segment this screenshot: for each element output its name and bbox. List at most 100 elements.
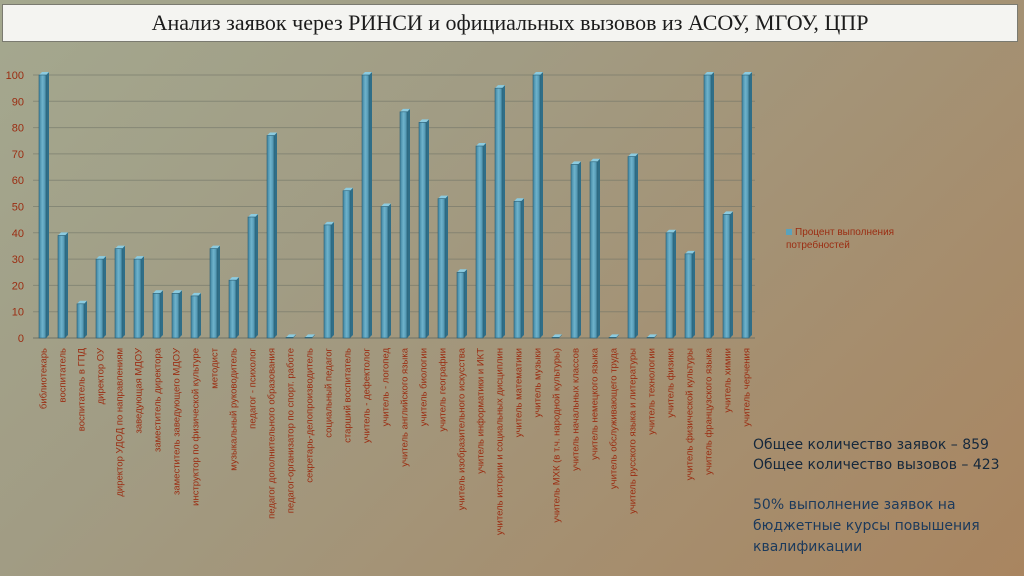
bar bbox=[551, 334, 562, 339]
y-tick-label: 0 bbox=[18, 333, 24, 345]
legend-label: Процент выполнения потребностей bbox=[786, 227, 895, 251]
bar bbox=[171, 290, 182, 339]
x-tick-label: учитель информатики и ИКТ bbox=[476, 348, 487, 474]
bar bbox=[152, 290, 163, 339]
bar bbox=[513, 198, 524, 339]
x-tick-label: музыкальный руководитель bbox=[229, 348, 240, 471]
bar bbox=[209, 245, 220, 339]
bar bbox=[114, 245, 125, 339]
bar bbox=[95, 256, 106, 339]
x-tick-label: старший воспитатель bbox=[343, 348, 354, 443]
bar bbox=[418, 119, 429, 339]
x-tick-label: учитель немецкого языка bbox=[590, 347, 601, 460]
bar bbox=[76, 300, 87, 339]
bar bbox=[190, 292, 201, 339]
y-tick-label: 30 bbox=[12, 254, 24, 266]
bar bbox=[323, 221, 334, 339]
bar bbox=[570, 161, 581, 339]
x-tick-label: заведующая МДОУ bbox=[134, 347, 145, 433]
x-axis-labels: библиотекарь воспитатель воспитатель в ГПД… bbox=[39, 347, 753, 535]
slide-title-bar: Анализ заявок через РИНСИ и официальных … bbox=[2, 4, 1018, 42]
bar bbox=[703, 72, 714, 339]
bars bbox=[38, 72, 752, 339]
bar bbox=[722, 211, 733, 339]
x-tick-label: секретарь-делопроизводитель bbox=[305, 348, 316, 483]
y-tick-label: 80 bbox=[12, 123, 24, 135]
legend-swatch bbox=[786, 229, 792, 236]
total-requests: Общее количество заявок – 859 bbox=[753, 437, 989, 453]
x-tick-label: инструктор по физической культуре bbox=[191, 348, 202, 506]
bar bbox=[247, 214, 258, 339]
x-tick-label: воспитатель bbox=[58, 348, 69, 402]
x-tick-label: учитель МХК (в т.ч. народной культуры) bbox=[552, 348, 563, 523]
x-tick-label: учитель изобразительного искусства bbox=[457, 347, 468, 510]
bar bbox=[589, 158, 600, 339]
bar-chart: 0 10 20 30 40 50 60 70 80 90 100 библиотекарь воспи… bbox=[6, 70, 755, 535]
bar bbox=[361, 72, 372, 339]
bar bbox=[266, 132, 277, 339]
x-tick-label: педагог дополнительного образования bbox=[267, 348, 278, 519]
bar bbox=[304, 334, 315, 339]
total-calls: Общее количество вызовов – 423 bbox=[753, 457, 1000, 473]
bar bbox=[627, 153, 638, 339]
bar bbox=[665, 229, 676, 339]
y-tick-label: 60 bbox=[12, 175, 24, 187]
y-tick-label: 70 bbox=[12, 149, 24, 161]
bar bbox=[608, 334, 619, 339]
y-tick-label: 10 bbox=[12, 307, 24, 319]
x-tick-label: педагог - психолог bbox=[248, 347, 259, 428]
x-tick-label: директор ОУ bbox=[96, 347, 107, 404]
y-tick-label: 40 bbox=[12, 228, 24, 240]
bar bbox=[532, 72, 543, 339]
bar bbox=[228, 277, 239, 339]
bar bbox=[741, 72, 752, 339]
x-tick-label: воспитатель в ГПД bbox=[77, 347, 88, 431]
y-tick-label: 100 bbox=[6, 70, 24, 82]
bar bbox=[456, 269, 467, 339]
y-axis-ticks: 0 10 20 30 40 50 60 70 80 90 100 bbox=[6, 70, 24, 345]
chart-legend: Процент выполнения потребностей bbox=[786, 226, 896, 252]
x-tick-label: учитель русского языка и литературы bbox=[628, 348, 639, 514]
bar bbox=[684, 250, 695, 339]
x-tick-label: директор УДОД по направлениям bbox=[115, 348, 126, 497]
x-tick-label: учитель физической культуры bbox=[685, 348, 696, 481]
x-tick-label: учитель географии bbox=[438, 348, 449, 432]
x-tick-label: библиотекарь bbox=[39, 348, 50, 409]
bar bbox=[38, 72, 49, 339]
summary-block: Общее количество заявок – 859 Общее коли… bbox=[753, 435, 1023, 558]
bar bbox=[380, 203, 391, 339]
x-tick-label: учитель - логопед bbox=[381, 348, 392, 427]
x-tick-label: социальный педагог bbox=[324, 347, 335, 437]
y-tick-label: 20 bbox=[12, 280, 24, 292]
x-tick-label: учитель биологии bbox=[419, 348, 430, 426]
x-tick-label: учитель истории и социальных дисциплин bbox=[495, 348, 506, 535]
bar bbox=[437, 195, 448, 339]
x-tick-label: учитель технологии bbox=[647, 348, 658, 435]
x-tick-label: учитель английского языка bbox=[400, 347, 411, 466]
x-tick-label: учитель математики bbox=[514, 348, 525, 437]
bar bbox=[494, 85, 505, 339]
completion-note: 50% выполнение заявок на бюджетные курсы… bbox=[753, 497, 980, 555]
y-tick-label: 50 bbox=[12, 202, 24, 214]
bar bbox=[342, 187, 353, 339]
x-tick-label: учитель начальных классов bbox=[571, 348, 582, 471]
x-tick-label: учитель черчения bbox=[742, 348, 753, 427]
x-tick-label: учитель химии bbox=[723, 348, 734, 413]
x-tick-label: заместитель директора bbox=[153, 347, 164, 452]
bar bbox=[57, 232, 68, 339]
bar bbox=[475, 143, 486, 339]
x-tick-label: педагог-организатор по спорт. работе bbox=[286, 348, 297, 513]
y-tick-label: 90 bbox=[12, 96, 24, 108]
x-tick-label: заместитель заведующего МДОУ bbox=[172, 347, 183, 495]
x-tick-label: учитель физики bbox=[666, 348, 677, 418]
bar bbox=[285, 334, 296, 339]
bar bbox=[399, 108, 410, 339]
slide-title: Анализ заявок через РИНСИ и официальных … bbox=[151, 10, 869, 35]
bar bbox=[133, 256, 144, 339]
x-tick-label: учитель музыки bbox=[533, 348, 544, 417]
bar bbox=[646, 334, 657, 339]
x-tick-label: методист bbox=[210, 347, 221, 388]
x-tick-label: учитель обслуживающего труда bbox=[609, 347, 620, 489]
x-tick-label: учитель французского языка bbox=[704, 347, 715, 475]
x-tick-label: учитель - дефектолог bbox=[362, 347, 373, 443]
